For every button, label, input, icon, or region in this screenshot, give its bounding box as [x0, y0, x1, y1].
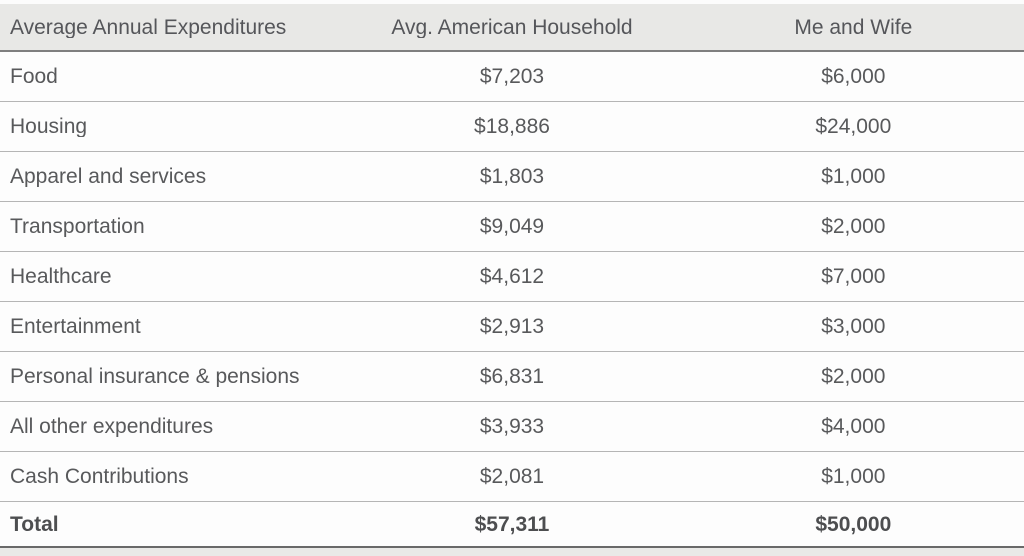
row-me-and-wife-value: $1,000: [821, 466, 886, 487]
table-row: All other expenditures $3,933 $4,000: [0, 402, 1024, 452]
row-category-label: Food: [10, 66, 58, 87]
table-total-row: Total $57,311 $50,000: [0, 502, 1024, 548]
row-category-label: Housing: [10, 116, 88, 137]
row-me-and-wife-value: $1,000: [821, 166, 886, 187]
column-header-avg-household: Avg. American Household: [391, 16, 633, 38]
row-category-label: Apparel and services: [10, 166, 207, 187]
table-row: Transportation $9,049 $2,000: [0, 202, 1024, 252]
row-me-and-wife-value: $2,000: [821, 216, 886, 237]
row-avg-household-value: $7,203: [479, 66, 545, 87]
column-header-category: Average Annual Expenditures: [10, 16, 287, 38]
top-margin-strip: [0, 0, 1024, 4]
table-body: Food $7,203 $6,000 Housing $18,886 $24,0…: [0, 52, 1024, 502]
row-avg-household-value: $2,913: [479, 316, 545, 337]
table-row: Apparel and services $1,803 $1,000: [0, 152, 1024, 202]
row-me-and-wife-value: $6,000: [821, 66, 886, 87]
table-row: Personal insurance & pensions $6,831 $2,…: [0, 352, 1024, 402]
table-row: Healthcare $4,612 $7,000: [0, 252, 1024, 302]
row-avg-household-value: $6,831: [479, 366, 545, 387]
row-category-label: All other expenditures: [10, 416, 214, 437]
row-avg-household-value: $4,612: [479, 266, 545, 287]
row-category-label: Transportation: [10, 216, 145, 237]
row-me-and-wife-value: $4,000: [821, 416, 886, 437]
table-row: Food $7,203 $6,000: [0, 52, 1024, 102]
table-header-row: Average Annual Expenditures Avg. America…: [0, 4, 1024, 52]
row-me-and-wife-value: $3,000: [821, 316, 886, 337]
total-label: Total: [10, 513, 59, 535]
row-me-and-wife-value: $7,000: [821, 266, 886, 287]
row-category-label: Healthcare: [10, 266, 112, 287]
row-avg-household-value: $1,803: [479, 166, 545, 187]
row-avg-household-value: $9,049: [479, 216, 545, 237]
row-category-label: Entertainment: [10, 316, 141, 337]
row-avg-household-value: $18,886: [474, 116, 550, 137]
table-row: Cash Contributions $2,081 $1,000: [0, 452, 1024, 502]
row-category-label: Cash Contributions: [10, 466, 189, 487]
total-me-and-wife-value: $50,000: [815, 513, 892, 535]
row-avg-household-value: $2,081: [479, 466, 545, 487]
column-header-me-and-wife: Me and Wife: [794, 16, 913, 38]
row-avg-household-value: $3,933: [479, 416, 545, 437]
row-me-and-wife-value: $2,000: [821, 366, 886, 387]
table-row: Housing $18,886 $24,000: [0, 102, 1024, 152]
row-category-label: Personal insurance & pensions: [10, 366, 300, 387]
total-avg-household-value: $57,311: [474, 513, 550, 535]
table-row: Entertainment $2,913 $3,000: [0, 302, 1024, 352]
row-me-and-wife-value: $24,000: [815, 116, 892, 137]
